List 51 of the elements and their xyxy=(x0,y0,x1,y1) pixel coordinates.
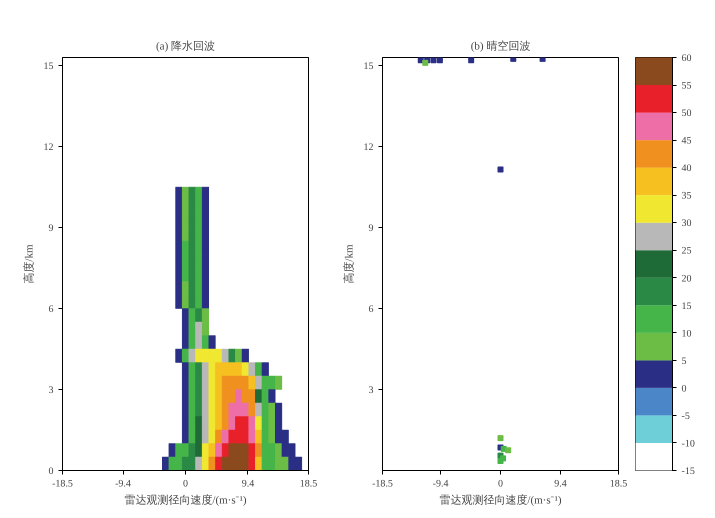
point xyxy=(436,58,443,64)
color-bar-label: -10 xyxy=(682,438,695,450)
x-tick-label: 0 xyxy=(498,478,503,490)
point xyxy=(430,58,437,64)
chart-title: (a) 降水回波 xyxy=(156,40,215,52)
y-tick-label: 9 xyxy=(48,223,54,234)
point xyxy=(468,58,474,64)
x-tick-label: 9.4 xyxy=(554,478,567,490)
x-tick-label: 18.5 xyxy=(610,478,628,490)
y-tick-label: 15 xyxy=(44,61,54,72)
color-bar-label: 40 xyxy=(682,163,692,174)
color-bar-label: 20 xyxy=(682,273,692,284)
color-bar-label: -5 xyxy=(682,410,690,422)
x-tick-label: 0 xyxy=(183,478,188,490)
y-tick-label: 12 xyxy=(44,142,54,154)
color-bar-label: 0 xyxy=(682,383,686,394)
x-axis-title: 雷达观测径向速度/(m·s⁻¹) xyxy=(439,494,562,506)
color-bar-label: 25 xyxy=(682,246,692,257)
y-tick-label: 6 xyxy=(48,304,54,316)
color-bar-label: 10 xyxy=(682,328,692,340)
y-tick-label: 6 xyxy=(368,304,374,316)
point xyxy=(498,458,504,464)
color-bar-label: 5 xyxy=(682,356,686,367)
y-axis-title: 高度/km xyxy=(342,244,356,284)
y-tick-label: 3 xyxy=(368,385,374,396)
y-axis-title: 高度/km xyxy=(22,244,36,284)
chart-title: (b) 晴空回波 xyxy=(470,40,530,52)
y-tick-label: 9 xyxy=(368,223,374,234)
color-bar-label: 55 xyxy=(682,80,692,92)
color-bar-label: 30 xyxy=(682,218,692,230)
y-tick-label: 3 xyxy=(48,385,54,396)
point xyxy=(498,166,504,173)
color-bar-label: 50 xyxy=(682,108,692,120)
point xyxy=(498,435,504,442)
y-tick-label: 12 xyxy=(364,142,374,154)
x-tick-label: -9.4 xyxy=(432,478,448,490)
point xyxy=(422,60,428,66)
x-tick-label: -18.5 xyxy=(372,478,393,490)
y-tick-label: 15 xyxy=(364,61,374,72)
color-bar-label: 45 xyxy=(682,136,692,147)
x-tick-label: -9.4 xyxy=(115,478,131,490)
point xyxy=(505,447,512,454)
color-bar-label: 60 xyxy=(682,53,692,64)
x-tick-label: 9.4 xyxy=(242,478,254,490)
color-bar-label: 35 xyxy=(682,190,692,202)
color-bar-label: -15 xyxy=(682,466,695,477)
x-tick-label: 18.5 xyxy=(300,478,318,490)
y-tick-label: 0 xyxy=(48,466,54,477)
x-axis-title: 雷达观测径向速度/(m·s⁻¹) xyxy=(124,494,247,506)
color-bar-label: 15 xyxy=(682,300,692,312)
x-tick-label: -18.5 xyxy=(52,478,73,490)
